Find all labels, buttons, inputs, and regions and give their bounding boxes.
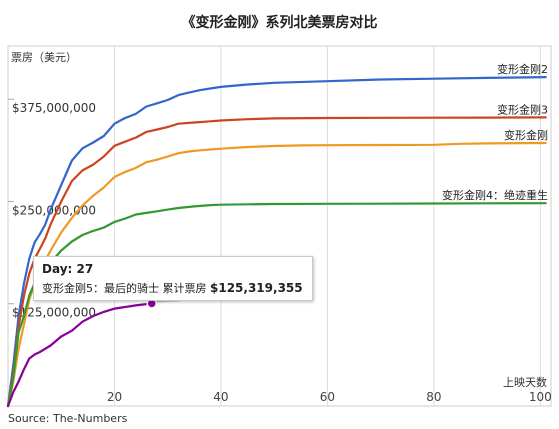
source-note: Source: The-Numbers (8, 412, 128, 425)
x-tick-label: 60 (320, 390, 335, 404)
series-label-3: 变形金刚 (504, 128, 548, 142)
series-line-5 (6, 302, 153, 408)
series-label-1: 变形金刚2 (497, 62, 548, 76)
series-line-1 (6, 75, 547, 408)
tooltip-value: $125,319,355 (210, 281, 303, 295)
tooltip-series: 变形金刚5：最后的骑士 (42, 282, 159, 295)
tooltip: Day: 27 变形金刚5：最后的骑士 累计票房 $125,319,355 (33, 256, 313, 301)
tooltip-day: Day: 27 (42, 262, 94, 276)
y-axis-label: 票房（美元） (11, 51, 77, 64)
x-tick-label: 100 (529, 390, 552, 404)
plot-frame (7, 45, 552, 407)
tooltip-metric: 累计票房 (162, 282, 207, 295)
y-tick-label: $125,000,000 (12, 306, 96, 320)
x-axis-label: 上映天数 (503, 376, 547, 389)
series-label-2: 变形金刚3 (497, 102, 548, 116)
x-tick-label: 40 (213, 390, 228, 404)
chart-title: 《变形金刚》系列北美票房对比 (181, 15, 378, 31)
x-tick-label: 20 (107, 390, 122, 404)
x-tick-label: 80 (426, 390, 441, 404)
tooltip-row: 变形金刚5：最后的骑士 累计票房 $125,319,355 (42, 280, 304, 296)
y-tick-label: $375,000,000 (12, 101, 96, 115)
series-line-4 (6, 202, 547, 408)
series-label-4: 变形金刚4：绝迹重生 (442, 188, 548, 202)
